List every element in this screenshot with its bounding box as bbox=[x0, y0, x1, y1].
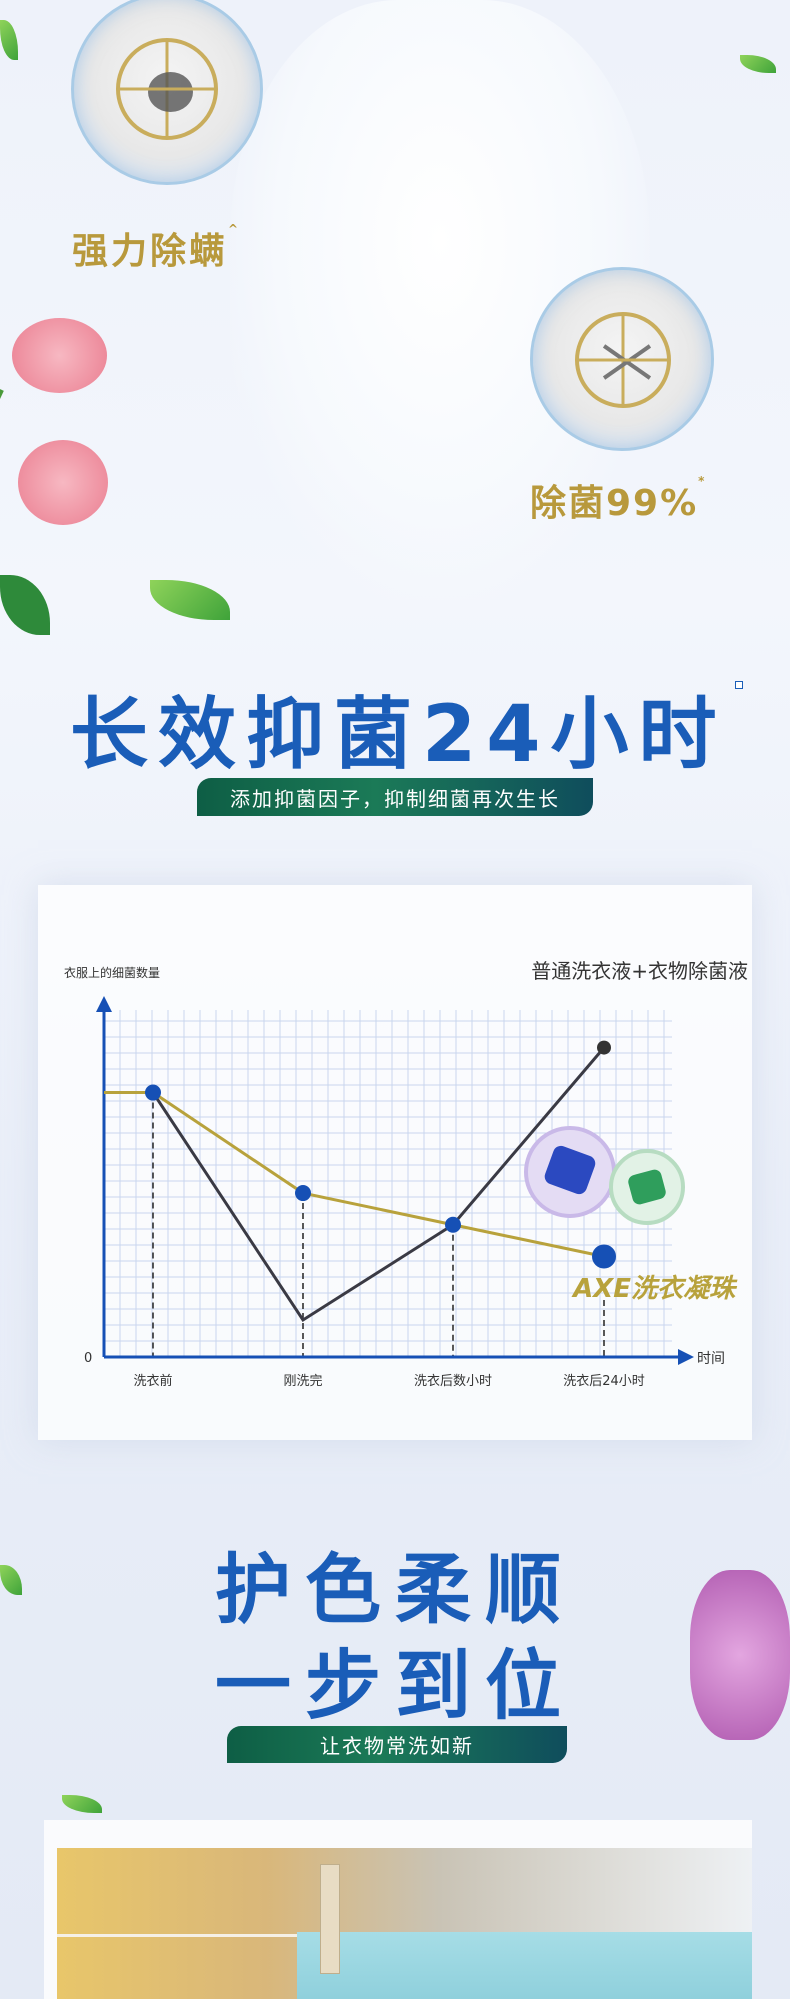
y-origin-label: 0 bbox=[84, 1351, 92, 1366]
clothesline-photo bbox=[57, 1848, 752, 1999]
rose-flower bbox=[12, 318, 107, 393]
feature-label-text: 强力除螨 bbox=[72, 231, 229, 272]
dust-mite-bubble bbox=[71, 0, 263, 185]
leaf-decoration bbox=[740, 55, 776, 73]
legend-regular-detergent: 普通洗衣液+衣物除菌液 bbox=[531, 959, 748, 983]
section-2-headline-line2: 一步到位 bbox=[215, 1641, 575, 1730]
blue-towel bbox=[297, 1932, 752, 1999]
x-tick-label: 刚洗完 bbox=[283, 1374, 322, 1389]
x-axis-arrow-icon bbox=[678, 1349, 694, 1365]
leaf-decoration bbox=[62, 1795, 102, 1813]
bacteria-reticle-icon bbox=[575, 312, 671, 408]
section-1-subtitle: 添加抑菌因子，抑制细菌再次生长 bbox=[230, 786, 560, 811]
footnote-mark: * bbox=[698, 474, 707, 488]
feature-label-text: 除菌99% bbox=[530, 483, 699, 524]
data-point bbox=[592, 1244, 616, 1269]
chart-series bbox=[104, 1040, 616, 1323]
dust-mite-reticle-icon bbox=[116, 38, 218, 140]
data-point bbox=[597, 1040, 611, 1055]
x-tick-label: 洗衣前 bbox=[133, 1373, 172, 1389]
footnote-mark: ^ bbox=[228, 222, 242, 236]
bacteria-bubble bbox=[530, 267, 714, 451]
legend-axe-pods: AXE洗衣凝珠 bbox=[571, 1274, 738, 1304]
x-tick-labels: 洗衣前 刚洗完 洗衣后数小时 洗衣后24小时 bbox=[133, 1373, 644, 1389]
lilac-flower bbox=[690, 1570, 790, 1740]
x-tick-label: 洗衣后24小时 bbox=[563, 1373, 645, 1389]
data-point bbox=[145, 1084, 161, 1101]
section-1-headline: 长效抑菌24小时 bbox=[70, 690, 727, 780]
section-2-subtitle-pill: 让衣物常洗如新 bbox=[227, 1726, 567, 1763]
leaf-decoration bbox=[0, 20, 18, 60]
data-point bbox=[295, 1185, 311, 1202]
laundry-pods-image bbox=[524, 1126, 685, 1225]
x-tick-label: 洗衣后数小时 bbox=[414, 1373, 492, 1389]
section-2-headline-line1: 护色柔顺 bbox=[215, 1545, 575, 1634]
footnote-square bbox=[735, 681, 743, 689]
feature-bacteria-label: 除菌99%* bbox=[530, 474, 706, 526]
feature-dust-mite-label: 强力除螨^ bbox=[72, 222, 241, 274]
section-2-subtitle: 让衣物常洗如新 bbox=[320, 1734, 474, 1758]
leaf-decoration bbox=[0, 1565, 22, 1595]
section-1-subtitle-pill: 添加抑菌因子，抑制细菌再次生长 bbox=[197, 778, 593, 816]
clothespin bbox=[320, 1864, 340, 1974]
x-axis-label: 时间 bbox=[697, 1351, 725, 1367]
data-point bbox=[445, 1216, 461, 1233]
y-axis-arrow-icon bbox=[96, 996, 112, 1012]
y-axis-label: 衣服上的细菌数量 bbox=[64, 965, 160, 980]
chart-dashed-guides bbox=[152, 1092, 605, 1357]
rose-flower bbox=[18, 440, 108, 525]
